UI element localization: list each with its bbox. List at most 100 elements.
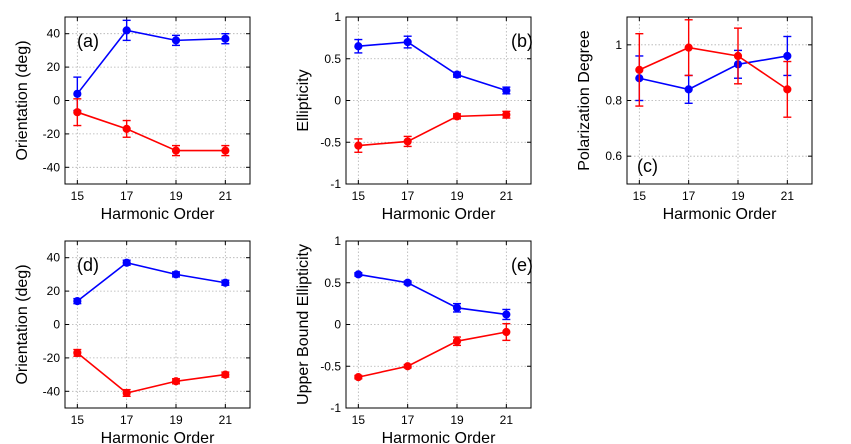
data-point-blue	[221, 34, 230, 43]
x-tick-label: 15	[71, 413, 85, 427]
x-tick-label: 21	[500, 189, 514, 203]
data-point-blue	[221, 278, 230, 287]
data-point-red	[403, 362, 412, 371]
x-axis-label: Harmonic Order	[663, 206, 777, 223]
data-point-red	[122, 124, 131, 133]
y-tick-label: -1	[330, 401, 341, 415]
y-axis-label: Polarization Degree	[576, 30, 593, 171]
series-line-red	[76, 352, 226, 394]
y-tick-label: -40	[43, 384, 61, 398]
y-tick-label: 20	[47, 284, 61, 298]
x-tick-label: 17	[120, 189, 134, 203]
y-tick-label: 0	[53, 94, 60, 108]
data-point-blue	[122, 26, 131, 35]
x-tick-label: 17	[401, 413, 415, 427]
x-tick-label: 15	[352, 189, 366, 203]
data-point-red	[452, 337, 462, 346]
y-tick-label: 1	[334, 234, 341, 248]
data-point-red	[684, 43, 693, 52]
series-line-red	[639, 46, 788, 91]
panel-d: 15 17 19 21 -40 -20 0 20 40 Harmonic Order Orienta…	[14, 240, 251, 444]
x-axis-label: Harmonic Order	[382, 430, 496, 444]
x-tick-label: 21	[219, 413, 233, 427]
y-tick-label: 0.8	[605, 94, 622, 108]
data-point-red	[122, 388, 131, 398]
y-tick-label: 40	[47, 27, 61, 41]
y-tick-label: 0	[334, 94, 341, 108]
x-axis-label: Harmonic Order	[101, 206, 215, 223]
y-tick-label: 1	[334, 10, 341, 24]
data-point-blue	[73, 297, 82, 306]
x-tick-label: 19	[450, 189, 464, 203]
x-tick-label: 15	[352, 413, 366, 427]
x-tick-label: 21	[500, 413, 514, 427]
y-tick-label: 0	[53, 318, 60, 332]
series-blue	[354, 270, 511, 321]
x-tick-label: 15	[71, 189, 85, 203]
data-point-blue	[354, 42, 363, 51]
panel-a: 15 17 19 21 -40 -20 0 20 40 Harmonic Order Orienta…	[14, 16, 251, 223]
x-tick-label: 15	[633, 189, 647, 203]
x-tick-label: 17	[401, 189, 415, 203]
y-tick-label: 1	[615, 38, 622, 52]
data-point-blue	[122, 258, 131, 267]
data-point-blue	[171, 270, 181, 279]
y-axis-label: Upper Bound Ellipticity	[295, 244, 312, 405]
data-point-blue	[783, 51, 792, 61]
data-point-blue	[452, 303, 462, 312]
data-point-blue	[403, 278, 412, 287]
y-tick-label: 0.5	[324, 276, 341, 290]
data-point-blue	[171, 36, 181, 45]
y-tick-label: -40	[43, 160, 61, 174]
x-axis-label: Harmonic Order	[382, 206, 496, 223]
series-line-red	[77, 111, 226, 152]
y-axis-label: Orientation (deg)	[14, 264, 31, 384]
data-point-blue	[354, 270, 363, 279]
panel-e: 15 17 19 21 -1 -0.5 0 0.5 1 Harmonic Order Upper B…	[295, 234, 533, 444]
data-point-red	[171, 146, 181, 155]
series-blue	[354, 35, 511, 95]
panel-label: (c)	[637, 156, 658, 176]
data-point-blue	[73, 89, 82, 98]
data-point-blue	[452, 70, 462, 79]
y-tick-label: -0.5	[320, 135, 341, 149]
panel-label: (a)	[77, 31, 99, 51]
y-tick-label: 40	[47, 251, 61, 265]
y-tick-label: -20	[43, 351, 61, 365]
panel-b: 15 17 19 21 -1 -0.5 0 0.5 1 Harmonic Order Ellipti…	[295, 10, 533, 223]
panel-c: 15 17 19 21 0.6 0.8 1 Harmonic Order Polarizatio…	[576, 16, 813, 223]
y-tick-label: -1	[330, 177, 341, 191]
series-red	[635, 19, 792, 118]
data-point-red	[221, 370, 230, 379]
data-point-red	[354, 373, 363, 382]
x-tick-label: 19	[450, 413, 464, 427]
data-point-red	[221, 146, 230, 155]
y-tick-label: -20	[43, 127, 61, 141]
data-point-red	[502, 110, 511, 119]
series-line-blue	[358, 273, 507, 316]
series-line-red	[358, 331, 507, 378]
x-tick-label: 19	[731, 189, 745, 203]
data-point-red	[171, 377, 181, 386]
data-point-red	[733, 51, 743, 61]
x-tick-label: 19	[169, 413, 183, 427]
series-line-blue	[358, 41, 507, 92]
y-tick-label: -0.5	[320, 359, 341, 373]
series-red	[354, 322, 511, 382]
x-tick-label: 17	[682, 189, 696, 203]
series-blue	[635, 35, 792, 104]
series-red	[73, 348, 230, 398]
x-tick-label: 17	[120, 413, 134, 427]
y-axis-label: Orientation (deg)	[14, 40, 31, 160]
data-point-blue	[403, 37, 412, 47]
data-point-red	[73, 108, 82, 117]
data-point-red	[403, 137, 412, 146]
y-tick-label: 20	[47, 60, 61, 74]
series-blue	[73, 258, 230, 306]
x-axis-label: Harmonic Order	[101, 430, 215, 444]
x-tick-label: 21	[219, 189, 233, 203]
series-red	[73, 98, 230, 157]
data-point-blue	[684, 85, 693, 94]
panel-label: (e)	[511, 255, 533, 275]
